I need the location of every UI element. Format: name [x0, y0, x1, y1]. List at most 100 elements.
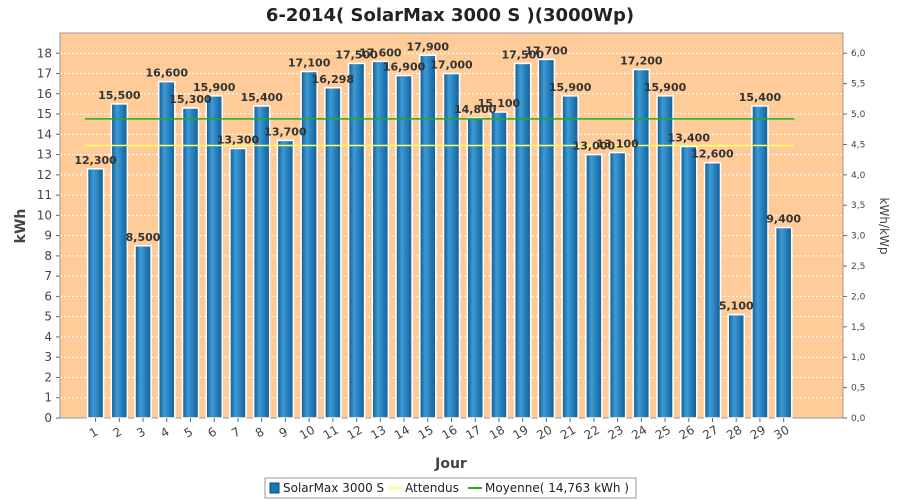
right-y-tick-label: 0,5	[851, 384, 865, 394]
data-label: 13,100	[596, 138, 639, 151]
x-tick-label: 10	[297, 423, 317, 443]
data-label: 16,600	[146, 67, 189, 80]
y-tick-label: 4	[44, 330, 52, 344]
right-y-tick-label: 4,5	[851, 140, 865, 150]
data-label: 17,500	[335, 48, 378, 61]
x-tick-label: 30	[772, 423, 792, 443]
bar	[490, 111, 508, 419]
x-tick-label: 12	[344, 423, 364, 443]
x-tick-label: 21	[558, 423, 578, 443]
y-tick-label: 18	[37, 46, 52, 60]
bar	[110, 103, 129, 419]
y-tick-label: 2	[44, 370, 52, 384]
data-label: 15,100	[478, 97, 521, 110]
y-tick-label: 6	[44, 289, 52, 303]
bar	[324, 87, 342, 419]
data-label: 5,100	[719, 300, 754, 313]
right-y-tick-label: 5,0	[851, 110, 866, 120]
bar	[134, 245, 152, 419]
right-y-tick-label: 1,0	[851, 353, 866, 363]
data-label: 16,298	[312, 73, 354, 86]
data-label: 17,000	[430, 59, 473, 72]
y-tick-label: 17	[37, 67, 52, 81]
x-tick-label: 16	[439, 423, 459, 443]
x-tick-label: 8	[253, 425, 267, 441]
x-tick-label: 7	[229, 425, 243, 441]
bar	[442, 72, 461, 419]
data-label: 15,500	[98, 89, 141, 102]
bar	[608, 151, 627, 419]
data-label: 13,000	[573, 140, 616, 153]
data-label: 14,800	[454, 103, 497, 116]
y-tick-label: 15	[37, 107, 52, 121]
x-tick-label: 9	[277, 425, 291, 441]
bar	[680, 145, 698, 419]
bar	[371, 60, 390, 419]
data-label: 17,100	[288, 57, 331, 70]
y-tick-label: 3	[44, 350, 52, 364]
y-tick-label: 7	[44, 269, 52, 283]
y-tick-label: 14	[37, 127, 52, 141]
bar	[727, 313, 745, 419]
legend-box	[264, 477, 637, 499]
x-tick-label: 25	[653, 423, 673, 443]
data-label: 17,500	[501, 48, 544, 61]
right-y-tick-label: 2,0	[851, 292, 866, 302]
chart-title: 6-2014( SolarMax 3000 S )(3000Wp)	[266, 5, 634, 26]
y-tick-label: 13	[37, 148, 52, 162]
data-label: 15,300	[169, 93, 212, 106]
data-label: 17,600	[359, 46, 402, 59]
bar	[276, 139, 295, 419]
y-tick-label: 10	[37, 208, 52, 222]
y-tick-label: 5	[44, 310, 52, 324]
x-tick-label: 5	[182, 425, 196, 441]
x-tick-label: 18	[487, 423, 507, 443]
right-y-axis-label: kWh/kWp	[877, 198, 891, 255]
bar	[419, 54, 437, 419]
y-tick-label: 12	[37, 168, 52, 182]
x-tick-label: 27	[700, 423, 720, 443]
bar	[252, 105, 271, 419]
y-tick-label: 1	[44, 391, 52, 405]
data-label: 15,900	[644, 81, 687, 94]
legend-label-production: SolarMax 3000 S	[283, 481, 384, 495]
bar	[513, 62, 532, 419]
data-label: 15,400	[739, 91, 782, 104]
data-label: 12,600	[691, 148, 734, 161]
y-tick-label: 8	[44, 249, 52, 263]
data-label: 9,400	[766, 213, 801, 226]
right-y-tick-label: 3,5	[851, 201, 865, 211]
x-axis-label: Jour	[434, 456, 467, 472]
x-tick-label: 11	[321, 423, 341, 443]
right-y-tick-label: 0,0	[851, 414, 866, 424]
bar	[158, 80, 176, 419]
x-tick-label: 13	[368, 423, 388, 443]
data-label: 17,900	[407, 40, 450, 53]
x-tick-label: 20	[534, 423, 554, 443]
legend-swatch-bar	[269, 482, 280, 494]
bar	[300, 70, 318, 419]
x-tick-label: 1	[87, 425, 101, 441]
data-label: 8,500	[126, 231, 161, 244]
x-tick-label: 22	[582, 423, 602, 443]
data-label: 13,300	[217, 134, 260, 147]
bar	[632, 68, 651, 419]
bar	[703, 161, 722, 419]
bar	[395, 74, 413, 419]
bar	[86, 168, 105, 419]
x-tick-label: 3	[134, 425, 148, 441]
data-label: 13,700	[264, 125, 307, 138]
right-y-tick-label: 2,5	[851, 262, 865, 272]
right-y-tick-label: 3,0	[851, 232, 866, 242]
bar	[347, 62, 366, 419]
y-tick-label: 9	[44, 229, 52, 243]
x-axis-ticks: 1 2 3 4 5 6 7 8 9 10 11 12 13 14 15 16 17 18 19 20 21 22 23 24 2…	[87, 418, 792, 442]
y-tick-label: 16	[37, 87, 52, 101]
y-tick-label: 0	[44, 411, 52, 425]
x-tick-label: 24	[629, 423, 649, 443]
x-tick-label: 26	[677, 423, 697, 443]
data-label: 16,900	[383, 61, 426, 74]
bar	[751, 105, 769, 419]
